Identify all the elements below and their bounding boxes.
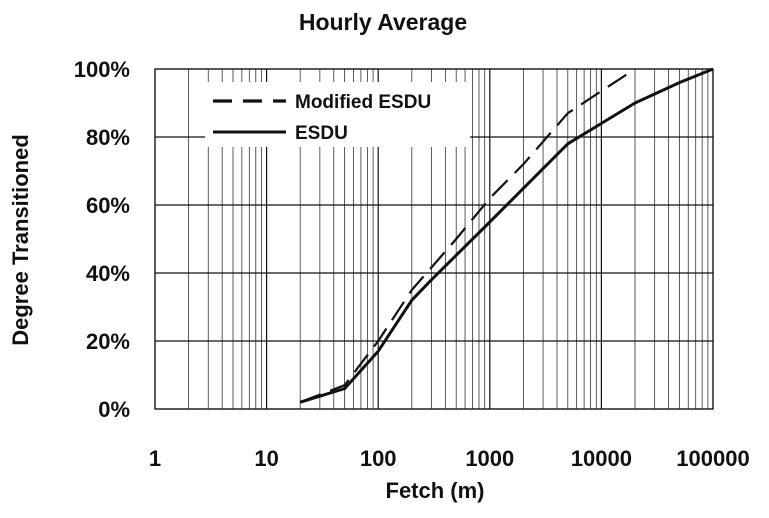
y-tick-label: 60%: [86, 193, 130, 218]
x-tick-label: 100: [360, 446, 397, 471]
chart-title: Hourly Average: [299, 9, 467, 35]
y-tick-label: 20%: [86, 329, 130, 354]
series-layer: [299, 67, 714, 404]
x-tick-label: 1: [149, 446, 161, 471]
legend-box: [205, 82, 470, 147]
x-tick-label: 100000: [676, 446, 749, 471]
series-line: [299, 67, 714, 404]
y-tick-label: 0%: [98, 397, 130, 422]
x-tick-label: 1000: [465, 446, 514, 471]
y-tick-label: 40%: [86, 261, 130, 286]
x-axis-label: Fetch (m): [386, 478, 485, 503]
series-line: [299, 68, 636, 404]
y-tick-label: 100%: [74, 57, 130, 82]
legend-label: ESDU: [295, 123, 348, 144]
legend: Modified ESDU ESDU: [205, 82, 470, 147]
legend-label: Modified ESDU: [295, 92, 431, 113]
y-axis-label: Degree Transitioned: [8, 134, 33, 346]
plot-frame: [154, 68, 714, 410]
x-tick-label: 10: [254, 446, 278, 471]
y-tick-label: 80%: [86, 125, 130, 150]
tick-labels: 1 10 100 1000 10000 100000 0% 20% 40% 60% 80% 100%: [74, 57, 750, 471]
x-tick-label: 10000: [571, 446, 632, 471]
